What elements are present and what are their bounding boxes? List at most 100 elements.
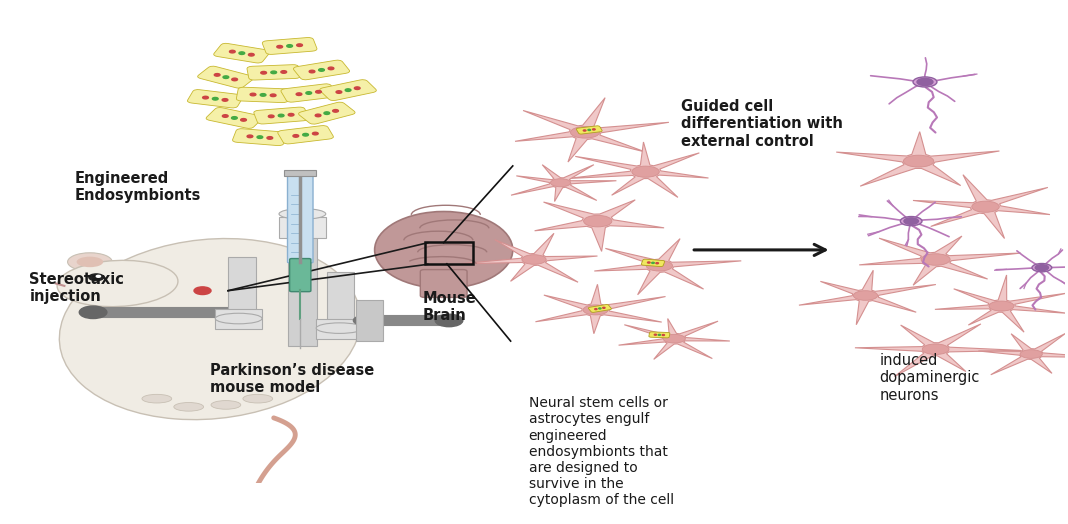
Ellipse shape: [77, 257, 104, 267]
Circle shape: [313, 132, 318, 135]
FancyBboxPatch shape: [278, 126, 333, 144]
Ellipse shape: [57, 260, 178, 307]
Circle shape: [333, 110, 339, 112]
FancyBboxPatch shape: [287, 172, 313, 263]
Bar: [327, 271, 355, 334]
Polygon shape: [854, 324, 1021, 377]
Circle shape: [435, 314, 462, 326]
Circle shape: [215, 73, 220, 76]
Circle shape: [328, 67, 334, 70]
Circle shape: [270, 94, 276, 96]
Circle shape: [213, 97, 218, 100]
Polygon shape: [460, 233, 597, 282]
Circle shape: [336, 91, 342, 93]
Circle shape: [281, 71, 286, 73]
Circle shape: [656, 263, 659, 264]
Bar: [284, 170, 316, 176]
Text: Guided cell
differentiation with
external control: Guided cell differentiation with externa…: [680, 99, 843, 148]
FancyBboxPatch shape: [577, 126, 602, 134]
Circle shape: [79, 306, 107, 319]
Polygon shape: [594, 238, 741, 294]
Text: Engineered
Endosymbionts: Engineered Endosymbionts: [75, 171, 202, 203]
FancyBboxPatch shape: [198, 66, 254, 88]
Circle shape: [232, 117, 237, 119]
Circle shape: [288, 114, 294, 116]
Circle shape: [904, 218, 918, 224]
Circle shape: [602, 307, 604, 308]
Bar: [279, 217, 326, 238]
FancyBboxPatch shape: [236, 87, 289, 103]
Ellipse shape: [583, 215, 612, 227]
Circle shape: [318, 69, 325, 71]
Ellipse shape: [904, 155, 933, 167]
Polygon shape: [913, 174, 1050, 238]
Ellipse shape: [1032, 264, 1052, 272]
FancyBboxPatch shape: [299, 102, 355, 124]
Circle shape: [305, 92, 312, 94]
Ellipse shape: [216, 313, 262, 324]
Ellipse shape: [279, 209, 326, 219]
Bar: [316, 319, 363, 339]
Polygon shape: [535, 200, 664, 252]
Polygon shape: [799, 270, 936, 325]
Circle shape: [917, 79, 933, 85]
Ellipse shape: [921, 254, 951, 265]
Circle shape: [662, 334, 664, 335]
Circle shape: [223, 76, 229, 79]
Ellipse shape: [242, 395, 272, 403]
Ellipse shape: [923, 344, 949, 355]
Ellipse shape: [900, 216, 922, 226]
FancyBboxPatch shape: [294, 60, 349, 80]
Ellipse shape: [972, 201, 1000, 212]
FancyBboxPatch shape: [649, 332, 670, 338]
Text: Parkinson’s disease
mouse model: Parkinson’s disease mouse model: [210, 363, 374, 395]
Bar: [425, 242, 473, 264]
Polygon shape: [860, 236, 1021, 285]
Circle shape: [287, 45, 293, 47]
Circle shape: [261, 94, 266, 96]
FancyBboxPatch shape: [641, 259, 664, 267]
Circle shape: [277, 46, 283, 48]
Circle shape: [647, 262, 650, 263]
Polygon shape: [511, 165, 616, 202]
Ellipse shape: [989, 301, 1014, 311]
Polygon shape: [978, 333, 1068, 375]
Circle shape: [230, 50, 235, 53]
Circle shape: [588, 129, 591, 130]
FancyBboxPatch shape: [281, 84, 336, 102]
Ellipse shape: [522, 255, 546, 264]
Circle shape: [355, 87, 360, 90]
Circle shape: [257, 136, 263, 138]
Circle shape: [583, 130, 586, 131]
Text: Neural stem cells or
astrocytes engulf
engineered
endosymbionts that
are designe: Neural stem cells or astrocytes engulf e…: [529, 396, 674, 507]
Circle shape: [599, 308, 601, 309]
Ellipse shape: [663, 334, 686, 343]
Polygon shape: [515, 97, 669, 162]
Circle shape: [89, 274, 104, 281]
Circle shape: [655, 334, 657, 335]
Circle shape: [239, 52, 245, 54]
Bar: [356, 300, 383, 341]
Circle shape: [268, 115, 274, 117]
Circle shape: [324, 112, 330, 114]
Circle shape: [293, 135, 299, 137]
Polygon shape: [836, 132, 1000, 186]
Ellipse shape: [632, 166, 659, 177]
Ellipse shape: [913, 77, 937, 87]
FancyBboxPatch shape: [206, 107, 263, 128]
Circle shape: [593, 129, 595, 130]
Circle shape: [247, 135, 253, 138]
Ellipse shape: [174, 402, 204, 411]
Ellipse shape: [142, 395, 172, 403]
FancyBboxPatch shape: [421, 269, 467, 298]
Circle shape: [249, 53, 254, 56]
Circle shape: [315, 114, 321, 117]
Circle shape: [203, 96, 208, 99]
FancyBboxPatch shape: [188, 90, 244, 108]
Circle shape: [296, 93, 302, 95]
Circle shape: [232, 78, 237, 81]
Ellipse shape: [853, 291, 878, 300]
Circle shape: [297, 44, 302, 47]
Ellipse shape: [67, 253, 112, 271]
Circle shape: [222, 115, 229, 117]
